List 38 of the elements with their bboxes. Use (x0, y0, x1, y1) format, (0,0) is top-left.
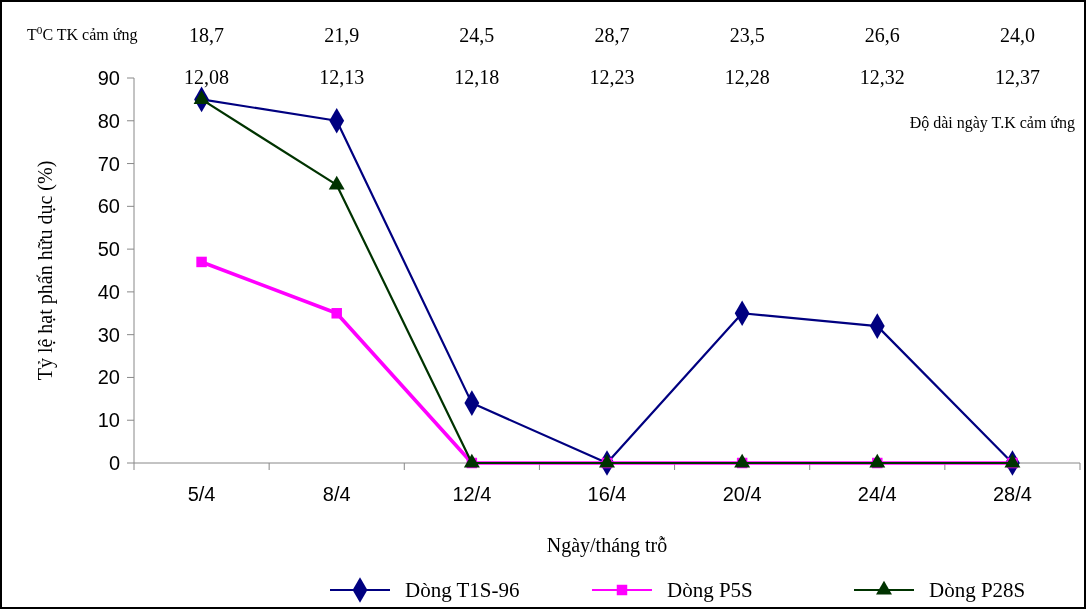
y-tick-label: 80 (97, 109, 120, 132)
text: 24,5 (459, 24, 495, 46)
y-tick-label: 50 (97, 238, 120, 261)
annotation: 12,18 (454, 66, 500, 88)
x-axis-title: Ngày/tháng trỗ (546, 534, 668, 557)
legend-label: Dòng T1S-96 (405, 578, 520, 603)
annotation: 12,37 (994, 66, 1040, 88)
legend-label: Dòng P5S (667, 578, 753, 603)
x-tick-label: 20/4 (722, 483, 762, 505)
y-axis-title: Tỷ lệ hạt phấn hữu dục (%) (34, 160, 57, 381)
annotation: 12,13 (319, 66, 365, 88)
annotation: 12,32 (859, 66, 905, 88)
y-tick-label: 10 (97, 409, 120, 432)
x-tick-label: 16/4 (587, 483, 627, 505)
y-tick-label: 20 (97, 366, 120, 389)
text: 23,5 (729, 24, 765, 46)
annotation: 12,28 (724, 66, 770, 88)
x-tick-label: 28/4 (992, 483, 1032, 505)
text: 28,7 (594, 24, 630, 46)
y-tick-label: 60 (97, 195, 120, 218)
y-tick-label: 30 (97, 323, 120, 346)
y-tick-label: 70 (97, 152, 120, 175)
y-tick-label: 0 (108, 452, 120, 474)
y-tick-label: 40 (97, 280, 120, 303)
x-tick-label: 5/4 (187, 483, 216, 505)
x-tick-label: 24/4 (857, 483, 897, 505)
legend-label: Dòng P28S (929, 578, 1026, 603)
text: 26,6 (864, 24, 900, 46)
text: 21,9 (324, 24, 360, 46)
text: 24,0 (999, 24, 1035, 46)
y-tick-label: 90 (97, 67, 120, 89)
x-tick-label: 12/4 (452, 483, 492, 505)
text: T$^{0}$C TK cảm ứng (27, 24, 138, 44)
x-tick-label: 8/4 (322, 483, 351, 505)
annotation: 12,23 (589, 66, 635, 88)
text: 18,7 (189, 24, 225, 46)
annotation: Độ dài ngày T.K cảm ứng (909, 114, 1075, 132)
annotation: 12,08 (184, 66, 230, 88)
